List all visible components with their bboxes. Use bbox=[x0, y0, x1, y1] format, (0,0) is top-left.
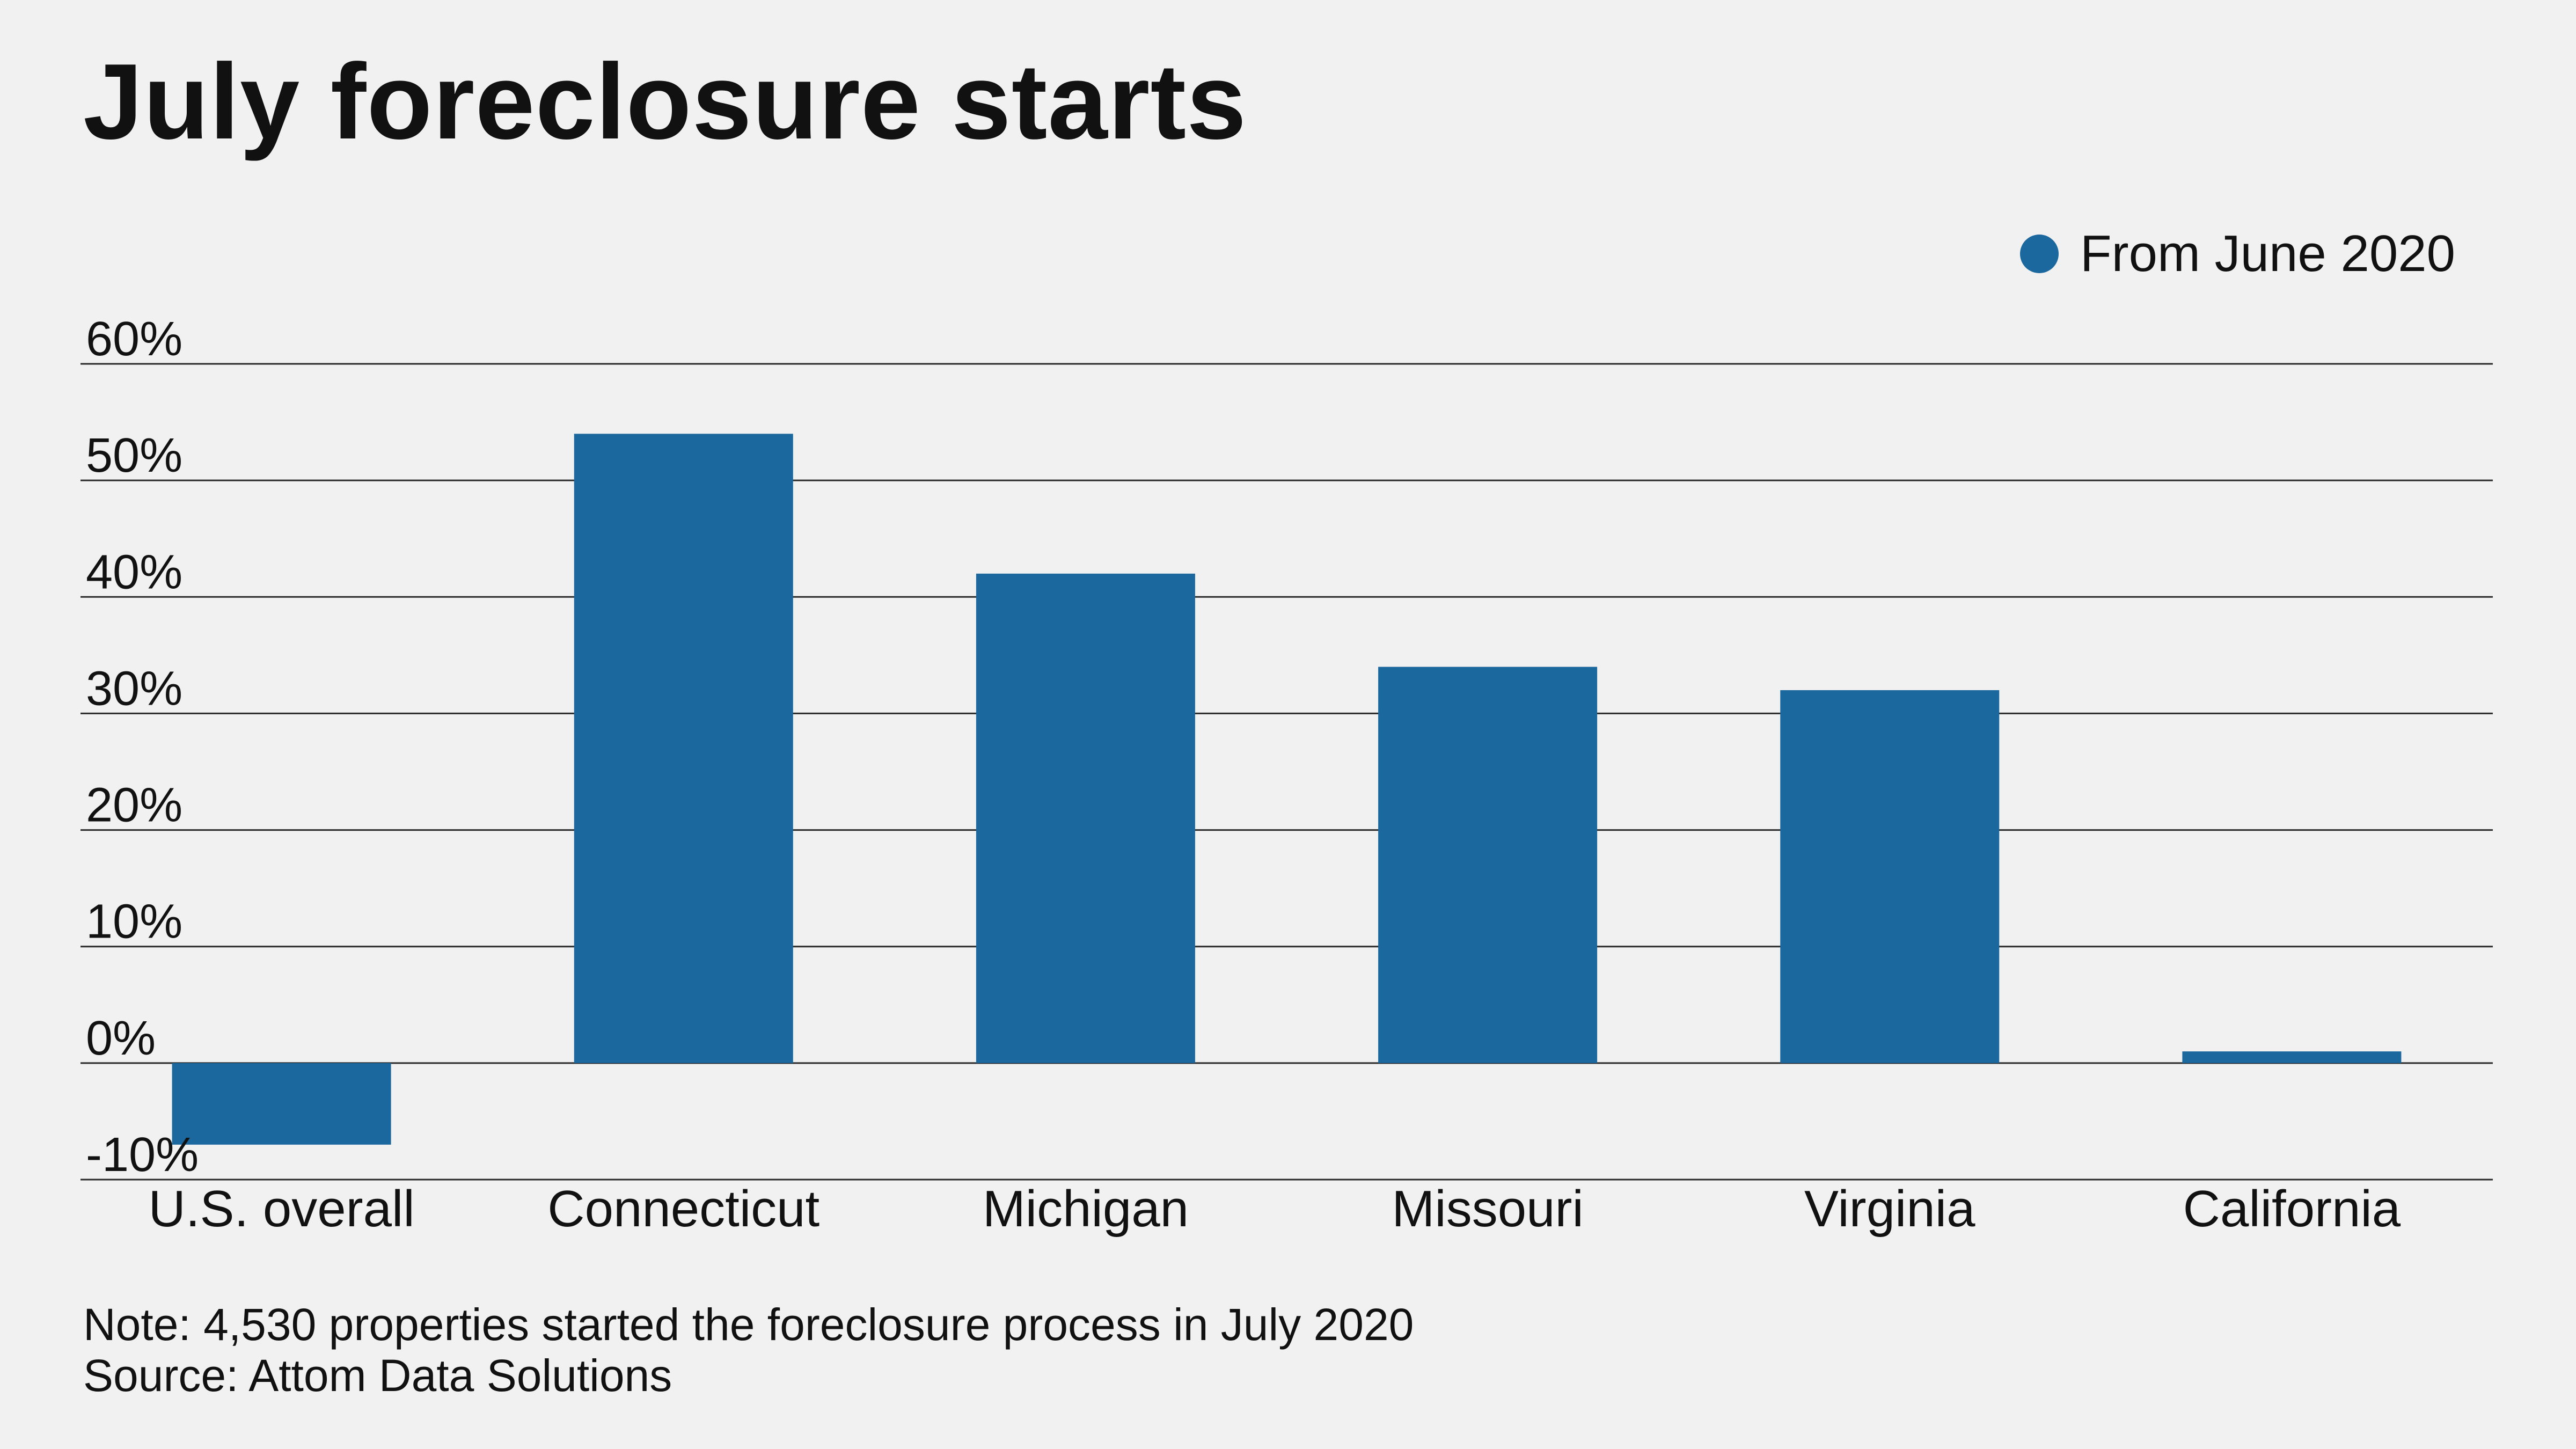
footnote-note: Note: 4,530 properties started the forec… bbox=[83, 1299, 1414, 1350]
legend-label: From June 2020 bbox=[2080, 225, 2455, 282]
x-category-label: Michigan bbox=[983, 1180, 1189, 1238]
legend: From June 2020 bbox=[2019, 224, 2455, 283]
bar bbox=[976, 573, 1195, 1063]
x-category-label: Missouri bbox=[1392, 1180, 1583, 1238]
bar bbox=[2182, 1051, 2402, 1063]
bar bbox=[574, 434, 793, 1063]
bars bbox=[172, 434, 2402, 1145]
x-category-label: Connecticut bbox=[547, 1180, 819, 1238]
y-tick-label: 10% bbox=[86, 895, 182, 949]
x-axis-category-labels: U.S. overall Connecticut Michigan Missouri V… bbox=[148, 1180, 2401, 1238]
y-tick-label: -10% bbox=[86, 1128, 199, 1182]
y-tick-label: 0% bbox=[86, 1012, 156, 1065]
gridlines bbox=[80, 363, 2493, 1181]
bar bbox=[1378, 667, 1598, 1063]
x-category-label: Virginia bbox=[1804, 1180, 1975, 1238]
x-category-label: U.S. overall bbox=[148, 1180, 414, 1238]
y-tick-label: 20% bbox=[86, 779, 182, 832]
bar bbox=[1780, 690, 2000, 1063]
x-category-label: California bbox=[2183, 1180, 2401, 1238]
y-tick-label: 40% bbox=[86, 545, 182, 599]
y-tick-label: 60% bbox=[86, 312, 182, 366]
y-axis-tick-labels: 60% 50% 40% 30% 20% 10% 0% -10% bbox=[86, 312, 199, 1182]
footnote-source: Source: Attom Data Solutions bbox=[83, 1350, 672, 1401]
y-tick-label: 30% bbox=[86, 662, 182, 715]
bar bbox=[172, 1063, 391, 1145]
y-tick-label: 50% bbox=[86, 429, 182, 482]
legend-swatch bbox=[2019, 235, 2059, 273]
chart-title: July foreclosure starts bbox=[83, 42, 1247, 162]
